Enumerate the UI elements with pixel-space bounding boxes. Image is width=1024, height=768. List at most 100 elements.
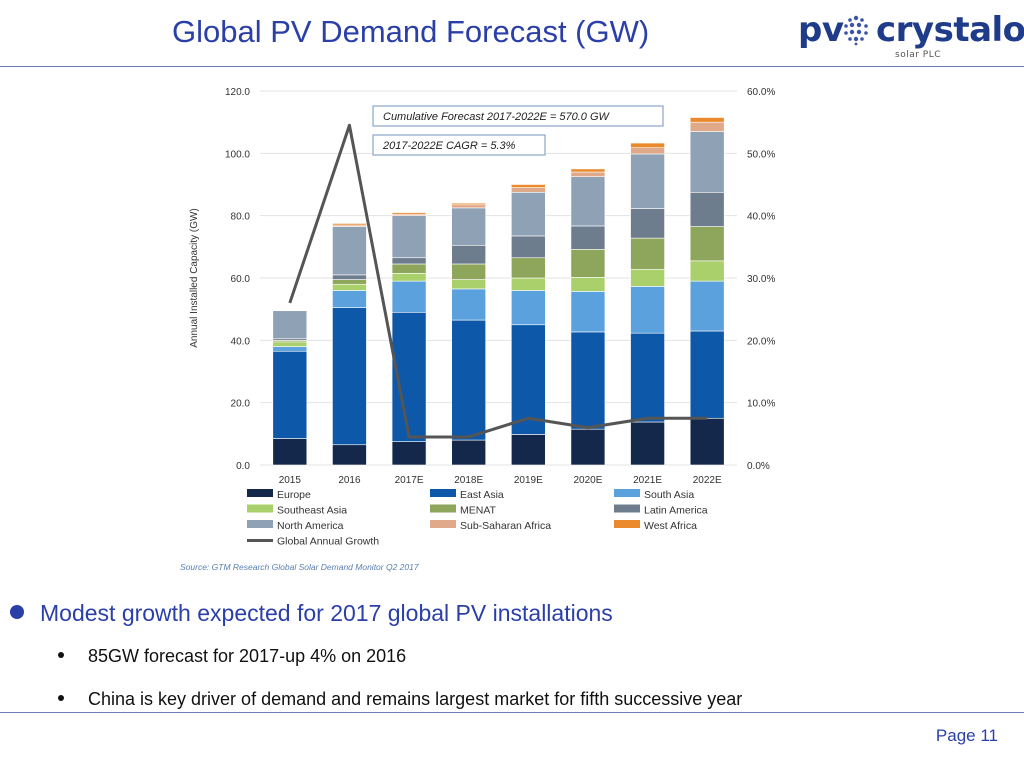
chart-svg: 0.0 20.0 40.0 60.0 80.0 100.0 120.0 0.0% 10.0% 20… [180, 87, 775, 572]
bar-segment [451, 244, 486, 265]
bar-segment [391, 263, 427, 274]
bar-segment [630, 153, 665, 209]
sub-bullet-2: China is key driver of demand and remain… [58, 689, 742, 710]
legend-label: Latin America [644, 505, 708, 517]
pv-demand-chart: 0.0 20.0 40.0 60.0 80.0 100.0 120.0 0.0% 10.0% 20… [177, 78, 802, 580]
bar-segment [332, 279, 367, 285]
x-tick-label: 2020E [573, 475, 602, 486]
chart-source: Source: GTM Research Global Solar Demand… [180, 562, 419, 572]
bar-segment [511, 290, 546, 326]
legend-label: MENAT [460, 505, 497, 517]
bar-segment [689, 260, 725, 282]
legend-label: West Africa [644, 520, 697, 532]
legend-label: East Asia [460, 489, 504, 501]
y2-tick-label: 60.0% [747, 87, 775, 98]
y-tick-label: 120.0 [225, 87, 250, 98]
legend-swatch [247, 489, 273, 497]
bar-segment [332, 307, 367, 446]
globe-icon [844, 15, 868, 46]
bar-segment [391, 257, 427, 265]
bar-segment [689, 121, 725, 132]
legend-label: North America [277, 520, 344, 532]
annotation-text: 2017-2022E CAGR = 5.3% [382, 140, 516, 152]
bar-segment [332, 283, 367, 291]
y-tick-label: 0.0 [236, 461, 250, 472]
y-axis-label: Annual Installed Capacity (GW) [189, 208, 200, 348]
growth-line [288, 123, 708, 439]
x-tick-label: 2015 [279, 475, 302, 486]
legend-label: Sub-Saharan Africa [460, 520, 551, 532]
bar-segment [391, 215, 427, 259]
bar-segment [332, 226, 367, 276]
bar-segment [511, 235, 546, 259]
slide-title: Global PV Demand Forecast (GW) [172, 14, 650, 49]
bar-segment [332, 274, 367, 280]
bar-segment [332, 444, 367, 466]
bar-segment [630, 286, 665, 334]
bar-segment [570, 171, 606, 178]
bar-segment [511, 257, 546, 279]
bar-segment [689, 280, 725, 332]
bar-segment [272, 346, 308, 352]
legend-swatch [614, 504, 640, 513]
sub-bullet-1: 85GW forecast for 2017-up 4% on 2016 [58, 646, 406, 667]
x-tick-label: 2022E [693, 475, 722, 486]
y2-tick-label: 40.0% [747, 212, 775, 223]
logo-pv: pv [798, 10, 844, 50]
x-tick-label: 2021E [633, 475, 662, 486]
sub-bullet-1-text: 85GW forecast for 2017-up 4% on 2016 [88, 646, 407, 666]
bar-segment [630, 421, 665, 466]
bar-segment [689, 117, 725, 123]
y-tick-label: 100.0 [225, 149, 250, 160]
legend-label: Europe [277, 489, 311, 501]
bar-segment [630, 332, 665, 423]
y2-tick-label: 30.0% [747, 274, 775, 285]
page-number: Page 11 [935, 726, 998, 745]
y2-tick-label: 20.0% [747, 336, 775, 347]
bar-segment [451, 319, 486, 441]
bar-segment [689, 417, 725, 466]
bar-segment [570, 331, 606, 430]
sub-bullet-2-text: China is key driver of demand and remain… [88, 689, 743, 709]
x-tick-label: 2017E [395, 475, 424, 486]
y2-tick-label: 50.0% [747, 149, 775, 160]
bar-segment [451, 279, 486, 290]
logo-name: crystalox [876, 10, 1024, 50]
bar-segment [570, 428, 606, 466]
bar-segment [630, 268, 665, 287]
bar-segment [391, 212, 427, 215]
legend-swatch [614, 520, 640, 528]
y-tick-label: 20.0 [231, 399, 251, 410]
annotation-box [372, 105, 664, 127]
x-tick-label: 2018E [454, 475, 483, 486]
bar-segment [511, 277, 546, 291]
bar-segment [391, 280, 427, 313]
bar-segment [511, 187, 546, 193]
legend-label: Global Annual Growth [277, 536, 379, 548]
bullet-dot-icon [10, 605, 24, 619]
bar-segment [451, 263, 486, 280]
legend-swatch [430, 504, 456, 513]
bar-segment [511, 191, 546, 237]
bar-segment [272, 350, 308, 439]
legend-swatch [247, 520, 273, 528]
bar-segment [689, 131, 725, 193]
bar-segment [451, 207, 486, 246]
bar-segment [272, 310, 308, 340]
bar-segment [630, 142, 665, 149]
bar-segment [451, 439, 486, 466]
bar-segment [272, 438, 308, 466]
x-tick-label: 2019E [514, 475, 543, 486]
bar-segment [689, 226, 725, 262]
x-tick-label: 2016 [338, 475, 361, 486]
footer-divider [0, 712, 1024, 713]
sub-bullet-dot-icon [58, 652, 64, 658]
legend-swatch [614, 489, 640, 497]
y2-tick-label: 10.0% [747, 399, 775, 410]
bar-segment [451, 202, 486, 206]
bar-segment [332, 290, 367, 308]
bar-segment [570, 277, 606, 292]
header-divider [0, 66, 1024, 67]
bar-segment [570, 225, 606, 250]
bar-segment [689, 330, 725, 419]
